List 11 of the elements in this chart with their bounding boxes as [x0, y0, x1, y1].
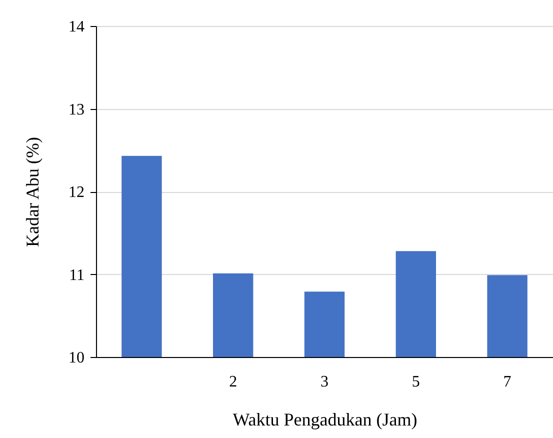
y-tick-label: 11 [69, 266, 84, 284]
x-tick-label: 3 [320, 374, 328, 390]
y-tick-label: 13 [68, 101, 84, 118]
x-tick-label: 7 [503, 374, 512, 390]
x-axis-title: Waktu Pengadukan (Jam) [232, 410, 418, 430]
y-tick-label: 12 [68, 184, 84, 201]
x-tick-label: 2 [229, 374, 238, 390]
x-tick-label: 5 [412, 374, 420, 390]
y-tick-label: 10 [68, 350, 84, 366]
y-tick-label: 14 [68, 18, 84, 36]
y-axis-title: Kadar Abu (%) [22, 137, 42, 247]
